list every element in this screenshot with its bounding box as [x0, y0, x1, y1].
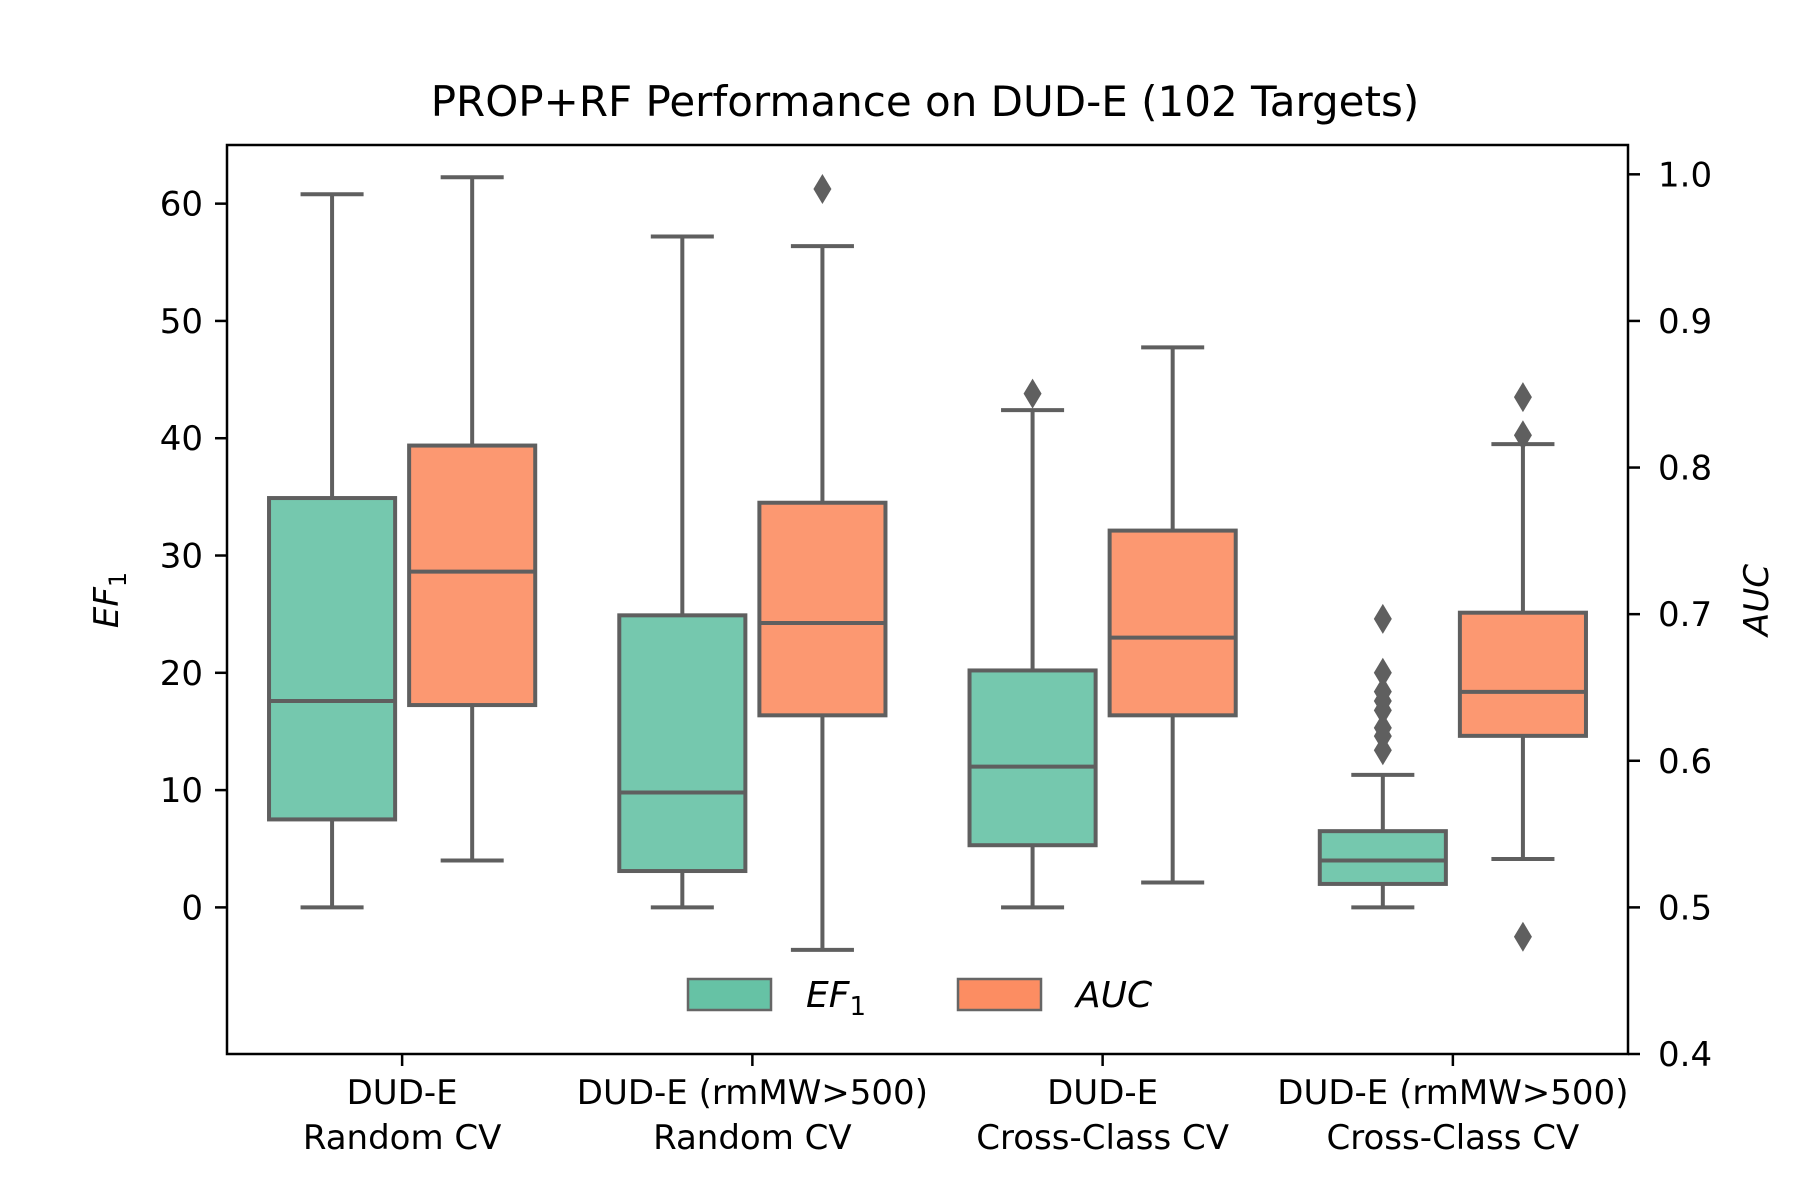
x-tick-label: Random CV	[303, 1118, 502, 1158]
legend-label-ef1: EF1	[806, 975, 866, 1022]
box-auc	[407, 175, 538, 863]
x-tick-label: DUD-E	[1047, 1073, 1158, 1113]
left-tick-label: 20	[160, 654, 203, 694]
outlier-point	[1373, 603, 1392, 634]
box-body	[1107, 528, 1238, 718]
box-ef	[267, 192, 398, 910]
box-body	[617, 613, 748, 874]
right-tick-label: 0.5	[1658, 888, 1712, 928]
outlier-point	[1023, 378, 1042, 409]
box-auc	[1107, 345, 1238, 885]
x-tick-label: Cross-Class CV	[976, 1118, 1229, 1158]
left-tick-label: 60	[160, 185, 203, 225]
left-axis-label: EF1	[87, 572, 132, 628]
right-tick-label: 0.9	[1658, 302, 1712, 342]
right-tick-label: 1.0	[1658, 155, 1712, 195]
right-tick-label: 0.6	[1658, 742, 1712, 782]
box-body	[267, 496, 398, 822]
box-body	[1317, 829, 1448, 886]
x-tick-label: DUD-E (rmMW>500)	[577, 1073, 928, 1113]
left-tick-label: 40	[160, 419, 203, 459]
outlier-point	[1513, 921, 1532, 952]
left-tick-label: 30	[160, 537, 203, 577]
legend-label-ef1-subscript: 1	[849, 992, 866, 1022]
right-axis-label: AUC	[1737, 564, 1777, 638]
legend-label-auc: AUC	[1074, 975, 1153, 1016]
box-ef	[967, 378, 1098, 910]
legend: EF1 AUC	[686, 975, 1153, 1022]
outlier-point	[1513, 382, 1532, 413]
left-tick-label: 0	[181, 888, 203, 928]
legend-swatch-auc	[956, 977, 1043, 1012]
box-series	[267, 173, 1588, 952]
x-tick-label: Cross-Class CV	[1327, 1118, 1580, 1158]
box-auc	[757, 173, 888, 952]
right-tick-label: 0.8	[1658, 449, 1712, 489]
x-tick-label: DUD-E (rmMW>500)	[1277, 1073, 1628, 1113]
right-tick-label: 0.4	[1658, 1035, 1712, 1075]
left-axis: 0 10 20 30 40 50 60	[160, 185, 227, 928]
outlier-point	[1513, 420, 1532, 451]
outlier-point	[1373, 657, 1392, 688]
box-body	[757, 500, 888, 718]
outlier-point	[1373, 712, 1392, 743]
left-tick-label: 10	[160, 771, 203, 811]
box-ef	[1317, 603, 1448, 910]
box-body	[967, 668, 1098, 848]
box-auc	[1457, 382, 1588, 952]
x-axis: DUD-E Random CV DUD-E (rmMW>500) Random CV D…	[303, 1054, 1628, 1158]
box-ef	[617, 234, 748, 910]
outlier-point	[813, 173, 832, 204]
box-body	[1457, 610, 1588, 738]
box-body	[407, 443, 538, 708]
plot-frame	[225, 143, 1630, 1056]
right-axis: 0.4 0.5 0.6 0.7 0.8 0.9 1.0	[1628, 155, 1712, 1075]
x-tick-label: Random CV	[653, 1118, 852, 1158]
legend-swatch-ef1	[686, 977, 773, 1012]
outlier-point	[1373, 676, 1392, 707]
left-tick-label: 50	[160, 302, 203, 342]
right-tick-label: 0.7	[1658, 595, 1712, 635]
x-tick-label: DUD-E	[347, 1073, 458, 1113]
chart-title: PROP+RF Performance on DUD-E (102 Target…	[431, 77, 1420, 126]
left-axis-label-subscript: 1	[104, 572, 132, 587]
